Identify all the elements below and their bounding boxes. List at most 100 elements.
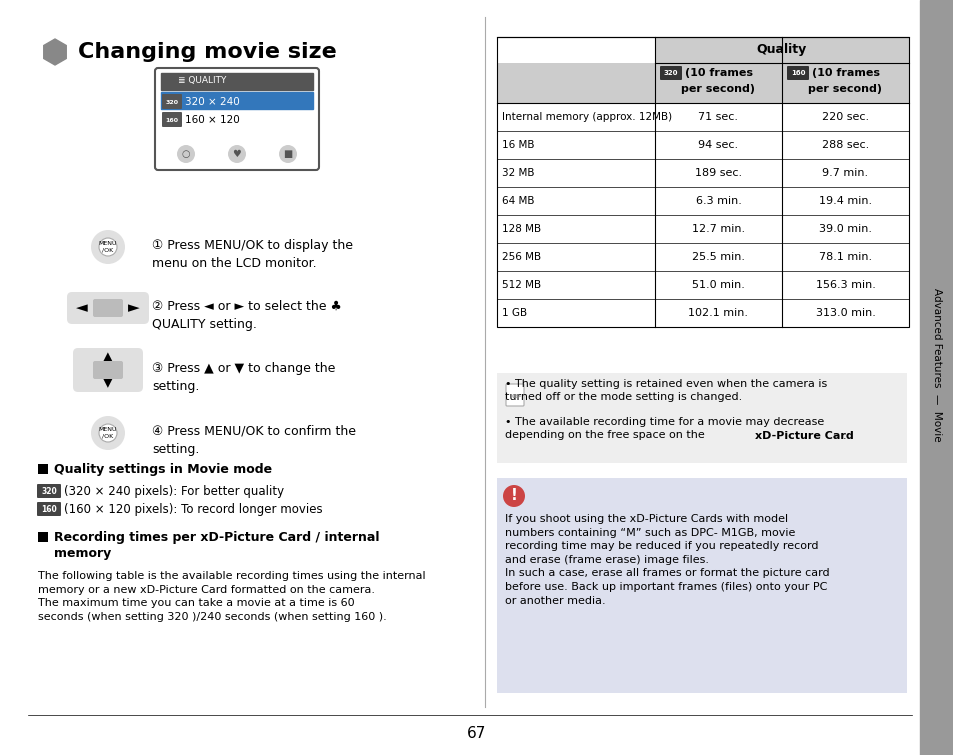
Text: ■: ■ xyxy=(283,149,293,159)
Text: ▲: ▲ xyxy=(102,350,113,365)
Text: 160: 160 xyxy=(165,118,178,122)
Bar xyxy=(497,63,908,103)
Text: 67: 67 xyxy=(467,726,486,741)
Text: ✏: ✏ xyxy=(511,392,520,402)
Text: 128 MB: 128 MB xyxy=(501,224,540,234)
Bar xyxy=(38,464,48,474)
FancyBboxPatch shape xyxy=(505,384,523,406)
Text: 9.7 min.: 9.7 min. xyxy=(821,168,867,178)
Bar xyxy=(497,373,906,463)
Circle shape xyxy=(177,145,194,163)
FancyBboxPatch shape xyxy=(73,348,143,392)
Text: per second): per second) xyxy=(680,84,755,94)
Text: • The quality setting is retained even when the camera is
turned off or the mode: • The quality setting is retained even w… xyxy=(504,379,826,402)
Text: MENU: MENU xyxy=(99,427,117,432)
FancyBboxPatch shape xyxy=(37,502,61,516)
Bar xyxy=(38,532,48,542)
Bar xyxy=(497,478,906,693)
Text: The following table is the available recording times using the internal
memory o: The following table is the available rec… xyxy=(38,571,425,622)
FancyBboxPatch shape xyxy=(659,66,681,80)
Text: per second): per second) xyxy=(807,84,882,94)
Text: Quality: Quality xyxy=(756,44,806,57)
Text: (10 frames: (10 frames xyxy=(811,68,879,78)
Text: 160: 160 xyxy=(41,504,57,513)
Bar xyxy=(497,37,908,327)
Text: memory: memory xyxy=(54,547,112,559)
Text: 160 × 120: 160 × 120 xyxy=(185,115,239,125)
Text: ③ Press ▲ or ▼ to change the
setting.: ③ Press ▲ or ▼ to change the setting. xyxy=(152,362,335,393)
Text: (10 frames: (10 frames xyxy=(684,68,752,78)
Text: 320: 320 xyxy=(41,486,57,495)
Text: • The available recording time for a movie may decrease
depending on the free sp: • The available recording time for a mov… xyxy=(504,417,823,440)
Text: 256 MB: 256 MB xyxy=(501,252,540,262)
Text: 160: 160 xyxy=(790,70,804,76)
Text: 313.0 min.: 313.0 min. xyxy=(815,308,875,318)
Text: 78.1 min.: 78.1 min. xyxy=(818,252,871,262)
Circle shape xyxy=(91,230,125,264)
Text: Changing movie size: Changing movie size xyxy=(78,42,336,62)
Text: If you shoot using the xD-Picture Cards with model
numbers containing “M” such a: If you shoot using the xD-Picture Cards … xyxy=(504,514,829,606)
Text: 320: 320 xyxy=(663,70,678,76)
Text: (320 × 240 pixels): For better quality: (320 × 240 pixels): For better quality xyxy=(64,485,284,498)
Circle shape xyxy=(502,485,524,507)
Text: 1 GB: 1 GB xyxy=(501,308,527,318)
FancyBboxPatch shape xyxy=(92,299,123,317)
Text: 189 sec.: 189 sec. xyxy=(694,168,741,178)
Circle shape xyxy=(99,238,117,256)
Text: Advanced Features  —  Movie: Advanced Features — Movie xyxy=(931,288,941,442)
Text: 220 sec.: 220 sec. xyxy=(821,112,868,122)
Text: ① Press MENU/OK to display the
menu on the LCD monitor.: ① Press MENU/OK to display the menu on t… xyxy=(152,239,353,270)
Text: 94 sec.: 94 sec. xyxy=(698,140,738,150)
FancyBboxPatch shape xyxy=(154,68,318,170)
Text: /OK: /OK xyxy=(102,434,113,439)
Text: (160 × 120 pixels): To record longer movies: (160 × 120 pixels): To record longer mov… xyxy=(64,503,322,516)
Text: xD-Picture Card: xD-Picture Card xyxy=(754,431,853,441)
Text: ♥: ♥ xyxy=(233,149,241,159)
Text: 512 MB: 512 MB xyxy=(501,280,540,290)
Text: 320: 320 xyxy=(165,100,178,104)
Text: .: . xyxy=(842,431,845,441)
Text: 19.4 min.: 19.4 min. xyxy=(818,196,871,206)
Circle shape xyxy=(278,145,296,163)
Text: 64 MB: 64 MB xyxy=(501,196,534,206)
Bar xyxy=(919,0,953,755)
Text: 32 MB: 32 MB xyxy=(501,168,534,178)
Text: 12.7 min.: 12.7 min. xyxy=(691,224,744,234)
FancyBboxPatch shape xyxy=(162,94,182,109)
FancyBboxPatch shape xyxy=(37,484,61,498)
Polygon shape xyxy=(44,39,66,65)
Text: /OK: /OK xyxy=(102,248,113,253)
Text: Recording times per xD-Picture Card / internal: Recording times per xD-Picture Card / in… xyxy=(54,531,379,544)
Text: MENU: MENU xyxy=(99,241,117,246)
Text: 39.0 min.: 39.0 min. xyxy=(818,224,871,234)
Text: ►: ► xyxy=(128,300,140,316)
FancyBboxPatch shape xyxy=(786,66,808,80)
FancyBboxPatch shape xyxy=(92,361,123,379)
Text: 156.3 min.: 156.3 min. xyxy=(815,280,875,290)
Text: 6.3 min.: 6.3 min. xyxy=(695,196,740,206)
Text: 16 MB: 16 MB xyxy=(501,140,534,150)
FancyBboxPatch shape xyxy=(67,292,149,324)
Text: ≣ QUALITY: ≣ QUALITY xyxy=(178,76,226,85)
Text: 25.5 min.: 25.5 min. xyxy=(691,252,744,262)
FancyBboxPatch shape xyxy=(162,112,182,127)
Text: ④ Press MENU/OK to confirm the
setting.: ④ Press MENU/OK to confirm the setting. xyxy=(152,425,355,456)
Text: 71 sec.: 71 sec. xyxy=(698,112,738,122)
Text: ② Press ◄ or ► to select the ♣
QUALITY setting.: ② Press ◄ or ► to select the ♣ QUALITY s… xyxy=(152,300,341,331)
Circle shape xyxy=(99,424,117,442)
Text: 288 sec.: 288 sec. xyxy=(821,140,868,150)
Bar xyxy=(161,73,313,90)
Text: ▼: ▼ xyxy=(102,374,113,390)
Text: Quality settings in Movie mode: Quality settings in Movie mode xyxy=(54,463,272,476)
Text: 320 × 240: 320 × 240 xyxy=(185,97,239,107)
Circle shape xyxy=(228,145,246,163)
Bar xyxy=(655,37,908,63)
Text: 51.0 min.: 51.0 min. xyxy=(691,280,744,290)
Text: ○: ○ xyxy=(182,149,190,159)
Text: 102.1 min.: 102.1 min. xyxy=(688,308,748,318)
Bar xyxy=(161,92,313,109)
Text: Internal memory (approx. 12MB): Internal memory (approx. 12MB) xyxy=(501,112,672,122)
Circle shape xyxy=(91,416,125,450)
Text: ◄: ◄ xyxy=(76,300,88,316)
Text: !: ! xyxy=(510,488,517,504)
